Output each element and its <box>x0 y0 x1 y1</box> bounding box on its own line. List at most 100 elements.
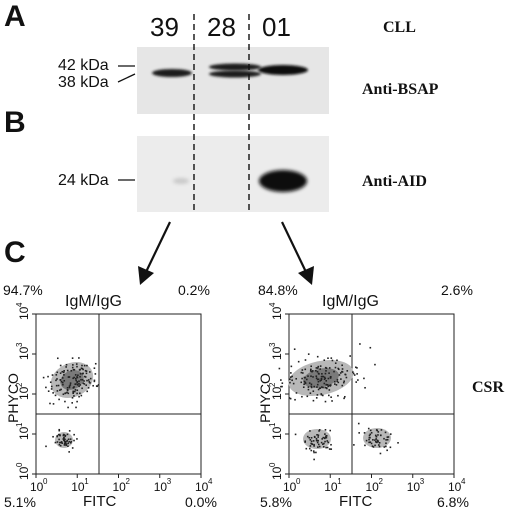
event-dot <box>316 386 318 388</box>
right-q-ur: 2.6% <box>441 282 473 298</box>
event-dot <box>88 381 91 383</box>
event-dot <box>340 378 342 380</box>
event-dot <box>325 370 327 372</box>
event-dot <box>67 442 70 445</box>
event-dot <box>316 383 319 386</box>
event-dot <box>60 380 63 383</box>
event-dot <box>72 377 74 380</box>
lane-number-39: 39 <box>150 12 179 42</box>
arrow-right <box>281 221 307 273</box>
x-tick-label: 10 <box>113 480 127 494</box>
event-dot <box>300 371 303 374</box>
event-dot <box>67 438 70 441</box>
event-dot <box>353 444 355 446</box>
event-dot <box>310 442 312 445</box>
event-dot <box>312 440 315 442</box>
event-dot <box>75 379 77 382</box>
event-dot <box>310 365 312 368</box>
event-dot <box>300 381 303 384</box>
event-dot <box>377 440 379 443</box>
event-dot <box>59 379 62 381</box>
event-dot <box>85 372 88 375</box>
x-tick-exp: 2 <box>379 477 384 486</box>
event-dot <box>318 387 321 390</box>
event-dot <box>66 439 69 442</box>
event-dot <box>318 430 320 432</box>
event-dot <box>83 375 86 378</box>
x-tick-label: 10 <box>154 480 168 494</box>
event-dot <box>93 379 96 382</box>
y-tick-exp: 1 <box>15 422 24 427</box>
event-dot <box>353 374 356 376</box>
event-dot <box>84 376 87 378</box>
event-dot <box>344 395 346 398</box>
event-dot <box>73 439 75 442</box>
x-tick-exp: 0 <box>43 477 48 486</box>
right-xlabel: FITC <box>339 493 373 510</box>
event-dot <box>375 441 378 444</box>
band-28-bsap-upper <box>209 63 261 71</box>
event-dot <box>378 445 381 448</box>
event-dot <box>304 376 306 379</box>
event-dot <box>337 394 339 397</box>
event-dot <box>321 438 323 440</box>
y-tick-label: 10 <box>17 386 31 400</box>
y-tick-label: 10 <box>17 306 31 320</box>
left-q-ll: 5.1% <box>4 494 36 510</box>
event-dot <box>289 381 291 384</box>
event-dot <box>324 436 327 439</box>
event-dot <box>72 368 75 371</box>
event-dot <box>49 381 52 384</box>
y-tick-label-group: 100 <box>268 462 284 480</box>
event-dot <box>318 445 321 448</box>
event-dot <box>56 357 59 360</box>
event-dot <box>317 388 320 391</box>
event-dot <box>60 441 62 444</box>
y-tick-exp: 0 <box>15 462 24 467</box>
event-dot <box>365 439 368 442</box>
event-dot <box>352 372 355 375</box>
cluster-halo <box>363 428 391 448</box>
event-dot <box>64 392 66 395</box>
y-tick-exp: 3 <box>15 342 24 347</box>
event-dot <box>363 432 366 434</box>
event-dot <box>369 433 372 436</box>
event-dot <box>86 364 88 367</box>
event-dot <box>81 378 84 381</box>
event-dot <box>80 367 83 370</box>
event-dot <box>62 383 64 386</box>
event-dot <box>313 445 315 447</box>
event-dot <box>371 445 374 447</box>
event-dot <box>315 375 318 378</box>
event-dot <box>74 389 77 391</box>
x-tick-exp: 4 <box>208 477 213 486</box>
event-dot <box>290 365 293 368</box>
event-dot <box>64 400 66 403</box>
arrow-right-head <box>298 266 314 285</box>
event-dot <box>310 368 312 371</box>
event-dot <box>313 443 315 446</box>
event-dot <box>82 368 84 371</box>
event-dot <box>355 381 358 383</box>
x-tick-label: 10 <box>366 480 380 494</box>
y-tick-exp: 4 <box>15 302 24 307</box>
event-dot <box>57 384 60 387</box>
event-dot <box>330 443 332 446</box>
y-tick-label-group: 104 <box>15 302 31 320</box>
event-dot <box>86 379 88 382</box>
event-dot <box>367 427 370 430</box>
right-ylabel: PHYCO <box>257 373 273 423</box>
event-dot <box>65 444 67 447</box>
event-dot <box>397 442 399 444</box>
event-dot <box>78 357 80 359</box>
event-dot <box>336 380 338 383</box>
event-dot <box>307 375 309 377</box>
event-dot <box>45 445 47 448</box>
event-dot <box>327 377 330 380</box>
blot-anti-bsap <box>137 47 329 114</box>
event-dot <box>325 446 327 449</box>
event-dot <box>61 377 64 379</box>
event-dot <box>72 390 75 393</box>
